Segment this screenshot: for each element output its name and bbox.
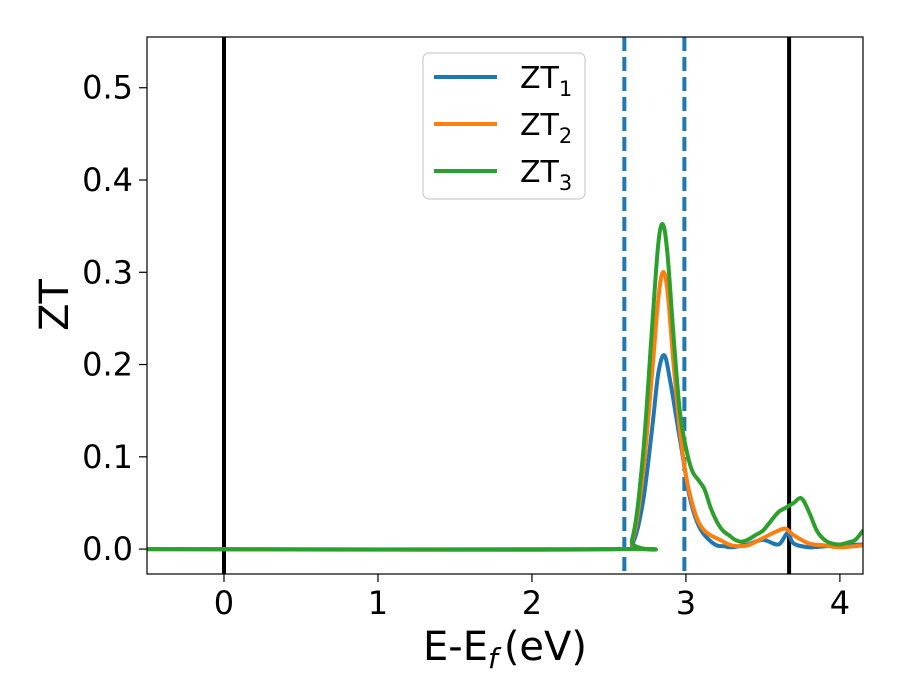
x-axis-ticks: 0 1 2 3 4 [214, 574, 850, 622]
y-tick-label: 0.0 [82, 530, 133, 568]
x-axis-label: E-Ef (eV) [423, 624, 587, 675]
x-tick-label: 1 [368, 584, 388, 622]
y-axis-ticks: 0.0 0.1 0.2 0.3 0.4 0.5 [82, 69, 147, 568]
legend-box [422, 52, 586, 200]
y-tick-label: 0.3 [82, 253, 133, 291]
x-tick-label: 0 [214, 584, 234, 622]
y-tick-label: 0.4 [82, 161, 133, 199]
legend: ZT1 ZT2 ZT3 [422, 52, 586, 200]
plot-frame [146, 36, 864, 575]
y-tick-label: 0.5 [82, 69, 133, 107]
series-line-3 [147, 222, 863, 552]
legend-label-2: ZT2 [520, 108, 572, 148]
x-tick-label: 2 [522, 584, 542, 622]
x-tick-label: 3 [676, 584, 696, 622]
series-layer [147, 222, 863, 552]
x-tick-label: 4 [830, 584, 850, 622]
legend-label-1: ZT1 [520, 61, 572, 101]
reference-lines [221, 37, 792, 574]
legend-label-3: ZT3 [520, 155, 572, 195]
y-axis-label: ZT [32, 279, 78, 331]
y-tick-label: 0.1 [82, 438, 133, 476]
y-tick-label: 0.2 [82, 346, 133, 384]
